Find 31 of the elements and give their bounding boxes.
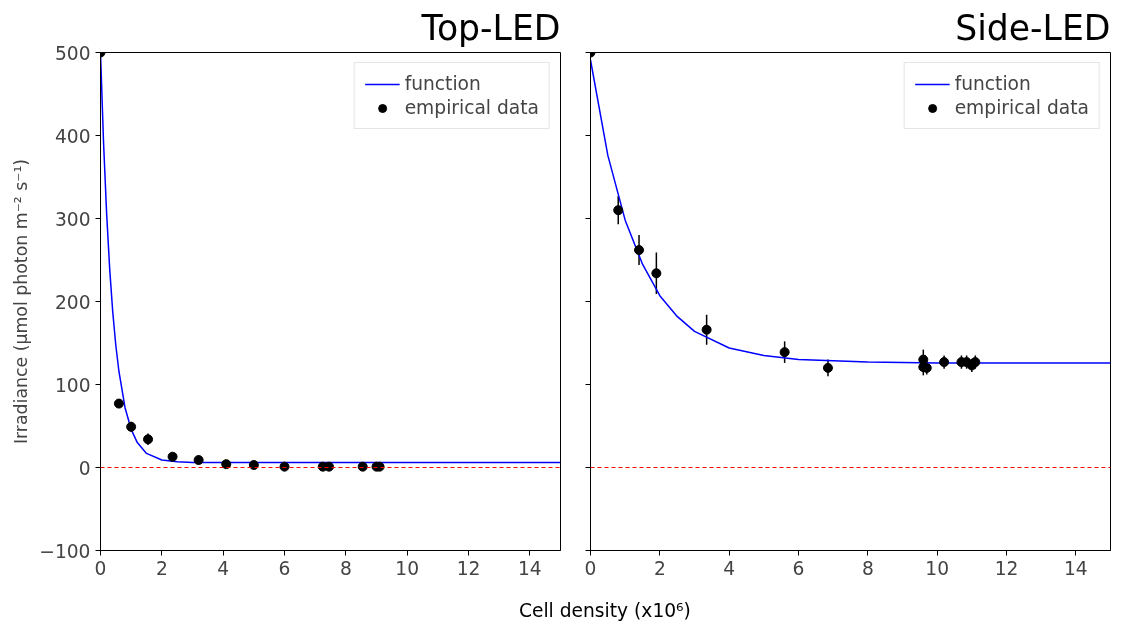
y-tick-label: 500 — [54, 42, 91, 64]
x-tick-label: 10 — [395, 557, 420, 579]
x-tick-label: 8 — [861, 557, 874, 579]
x-tick-label: 4 — [723, 557, 736, 579]
x-tick-label: 0 — [94, 557, 107, 579]
y-tick-label: 200 — [54, 291, 91, 313]
x-tick-label: 2 — [155, 557, 168, 579]
y-tick-label: 400 — [54, 125, 91, 147]
x-tick-label: 10 — [925, 557, 950, 579]
x-tick-label: 0 — [584, 557, 597, 579]
x-tick-label: 8 — [339, 557, 352, 579]
x-tick-label: 12 — [994, 557, 1019, 579]
y-axis-title: Irradiance (µmol photon m⁻² s⁻¹) — [11, 158, 32, 445]
chart-title: Side-LED — [955, 7, 1111, 48]
x-axis-title: Cell density (x10⁶) — [518, 600, 691, 621]
x-tick-label: 2 — [653, 557, 666, 579]
y-tick-label: 100 — [54, 374, 91, 396]
x-tick-label: 14 — [517, 557, 542, 579]
x-tick-label: 6 — [792, 557, 805, 579]
chart-title: Top-LED — [420, 7, 561, 48]
legend-label: function — [954, 73, 1031, 94]
y-tick-label: −100 — [39, 540, 91, 562]
x-tick-label: 4 — [217, 557, 230, 579]
legend-label: function — [404, 73, 481, 94]
legend-label: empirical data — [954, 97, 1089, 118]
x-tick-label: 14 — [1063, 557, 1088, 579]
y-tick-label: 300 — [54, 208, 91, 230]
y-tick-label: 0 — [78, 457, 91, 479]
x-tick-label: 12 — [456, 557, 481, 579]
legend-label: empirical data — [404, 97, 539, 118]
x-tick-label: 6 — [278, 557, 291, 579]
